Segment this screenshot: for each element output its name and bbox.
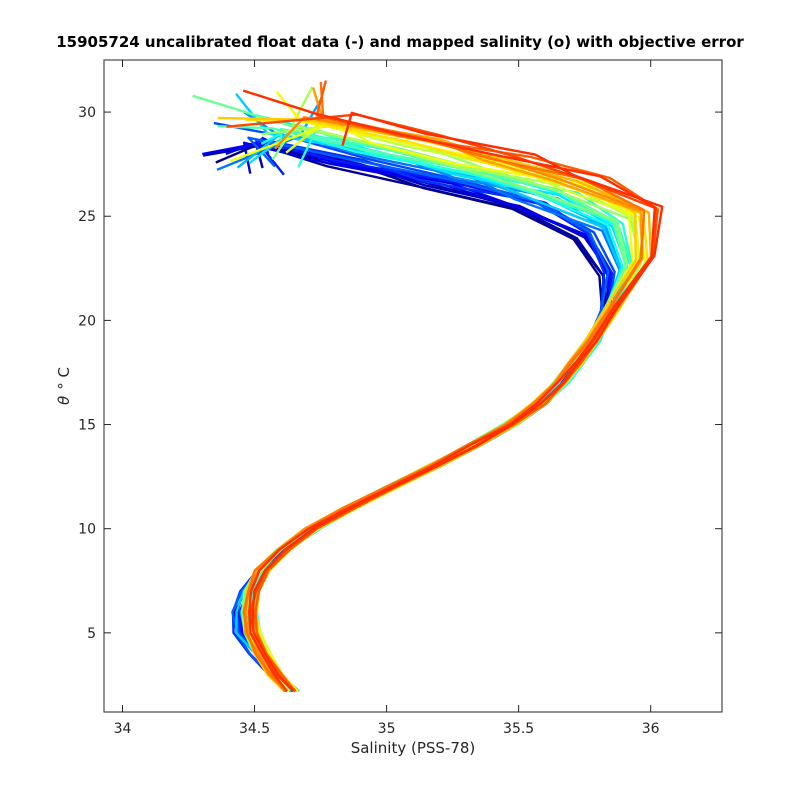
y-tick-label: 10 [78, 522, 96, 538]
x-tick-label: 35 [378, 721, 396, 737]
x-axis-ticks: 34 34.5 35 35.5 36 [114, 60, 660, 737]
profile-line [216, 135, 622, 693]
y-axis-label-theta: θ [55, 396, 73, 405]
profile-line [225, 139, 611, 693]
chart-title: 15905724 uncalibrated float data (-) and… [56, 33, 744, 51]
y-axis-label-unit: ° C [55, 367, 73, 390]
y-tick-label: 15 [78, 418, 96, 434]
profile-line [242, 89, 656, 692]
profile-line [231, 138, 606, 693]
profile-line [255, 128, 634, 693]
profile-line [246, 129, 624, 693]
profile-line [202, 144, 604, 693]
profile-series-group [192, 80, 664, 693]
x-tick-label: 34.5 [239, 721, 270, 737]
axes-box [103, 59, 723, 713]
profile-line [248, 131, 630, 692]
x-axis-label: Salinity (PSS-78) [351, 739, 476, 757]
x-tick-label: 34 [114, 721, 132, 737]
y-axis-label: θ ° C [55, 367, 73, 405]
profile-line [251, 111, 664, 692]
y-tick-label: 25 [78, 209, 96, 225]
y-tick-label: 5 [87, 626, 96, 642]
y-axis-ticks: 5 10 15 20 25 30 [78, 105, 722, 642]
x-tick-label: 36 [642, 721, 660, 737]
y-tick-label: 20 [78, 313, 96, 329]
profile-line [241, 136, 613, 692]
y-tick-label: 30 [78, 105, 96, 121]
profile-line [215, 145, 608, 693]
svg-text:θ° C: θ ° C [55, 367, 73, 405]
profile-line [251, 127, 633, 692]
x-tick-label: 35.5 [503, 721, 534, 737]
profile-line [241, 125, 629, 692]
